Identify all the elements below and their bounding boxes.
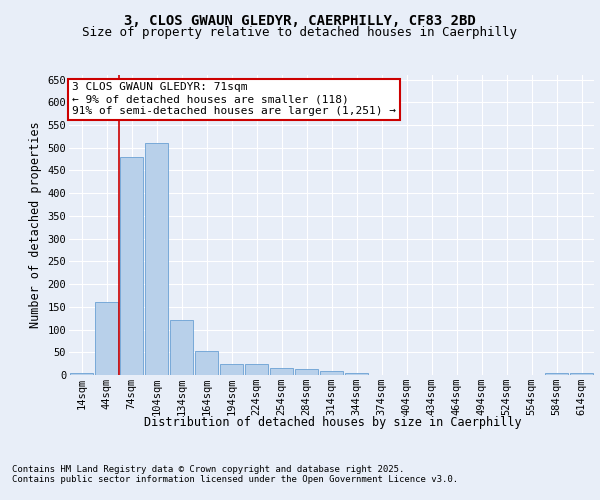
- Bar: [170, 320, 193, 375]
- Bar: [95, 302, 118, 375]
- Bar: [570, 373, 593, 375]
- Text: 3, CLOS GWAUN GLEDYR, CAERPHILLY, CF83 2BD: 3, CLOS GWAUN GLEDYR, CAERPHILLY, CF83 2…: [124, 14, 476, 28]
- Bar: [245, 364, 268, 375]
- Bar: [195, 352, 218, 375]
- Text: Size of property relative to detached houses in Caerphilly: Size of property relative to detached ho…: [83, 26, 517, 39]
- Bar: [145, 143, 168, 375]
- Bar: [270, 368, 293, 375]
- Bar: [220, 364, 243, 375]
- Bar: [120, 157, 143, 375]
- Bar: [320, 371, 343, 375]
- Y-axis label: Number of detached properties: Number of detached properties: [29, 122, 42, 328]
- Bar: [345, 373, 368, 375]
- Bar: [295, 368, 318, 375]
- Text: 3 CLOS GWAUN GLEDYR: 71sqm
← 9% of detached houses are smaller (118)
91% of semi: 3 CLOS GWAUN GLEDYR: 71sqm ← 9% of detac…: [71, 82, 395, 116]
- Bar: [70, 372, 93, 375]
- Bar: [545, 372, 568, 375]
- Text: Contains public sector information licensed under the Open Government Licence v3: Contains public sector information licen…: [12, 476, 458, 484]
- Text: Distribution of detached houses by size in Caerphilly: Distribution of detached houses by size …: [144, 416, 522, 429]
- Text: Contains HM Land Registry data © Crown copyright and database right 2025.: Contains HM Land Registry data © Crown c…: [12, 464, 404, 473]
